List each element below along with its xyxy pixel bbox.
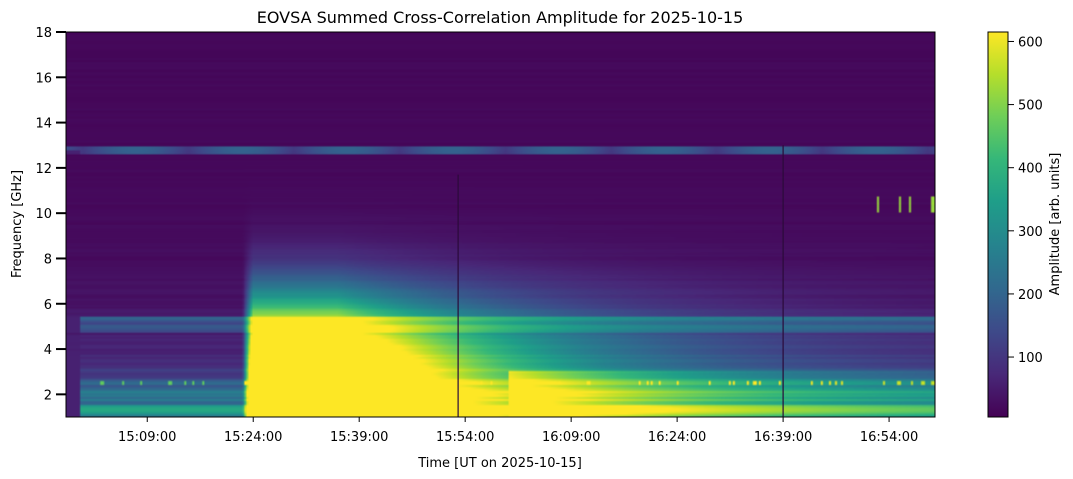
y-tick-label: 2: [44, 388, 52, 403]
y-tick-label: 4: [44, 343, 52, 358]
x-tick-label: 15:39:00: [330, 430, 388, 445]
chart-title: EOVSA Summed Cross-Correlation Amplitude…: [257, 8, 744, 27]
plot-frame: [65, 31, 936, 418]
colorbar: [987, 31, 1009, 418]
y-tick-label: 10: [35, 207, 52, 222]
x-axis: 15:09:00 15:24:00 15:39:00 15:54:00 16:09:00…: [118, 417, 918, 445]
x-axis-label: Time [UT on 2025-10-15]: [417, 456, 582, 471]
x-tick-label: 15:24:00: [224, 430, 282, 445]
x-tick-label: 16:39:00: [754, 430, 812, 445]
y-tick-label: 8: [44, 252, 52, 267]
y-axis: 2 4 6 8 10 12 14 16 18: [35, 26, 66, 403]
colorbar-tick-label: 600: [1018, 35, 1043, 50]
colorbar-tick-label: 300: [1018, 225, 1043, 240]
x-tick-label: 16:09:00: [542, 430, 600, 445]
colorbar-tick-label: 100: [1018, 351, 1043, 366]
colorbar-label: Amplitude [arb. units]: [1048, 153, 1063, 296]
y-tick-label: 14: [35, 117, 52, 132]
y-tick-label: 12: [35, 162, 52, 177]
x-tick-label: 16:54:00: [860, 430, 918, 445]
x-tick-label: 15:54:00: [436, 430, 494, 445]
colorbar-tick-label: 200: [1018, 288, 1043, 303]
y-axis-label: Frequency [GHz]: [10, 170, 25, 278]
y-tick-label: 6: [44, 298, 52, 313]
y-tick-label: 16: [35, 71, 52, 86]
colorbar-tick-label: 400: [1018, 162, 1043, 177]
x-tick-label: 15:09:00: [118, 430, 176, 445]
x-tick-label: 16:24:00: [648, 430, 706, 445]
y-tick-label: 18: [35, 26, 52, 41]
heatmap-overlay: [457, 145, 784, 417]
colorbar-tick-label: 500: [1018, 99, 1043, 114]
colorbar-axis: 100 200 300 400 500 600: [1008, 35, 1043, 366]
spectrogram-heatmap: [66, 32, 935, 417]
